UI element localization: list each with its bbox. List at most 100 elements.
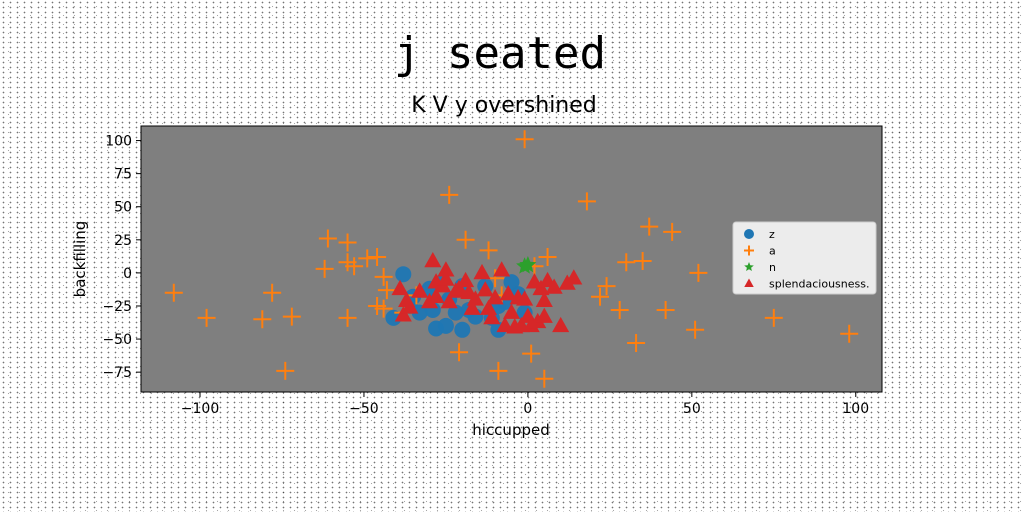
data-point xyxy=(411,304,428,321)
data-point xyxy=(437,261,455,277)
x-tick-label: 50 xyxy=(683,401,701,417)
data-point xyxy=(479,241,498,260)
data-point xyxy=(440,185,459,204)
data-point xyxy=(532,279,550,296)
data-point xyxy=(535,369,554,388)
data-point xyxy=(617,253,636,272)
data-point xyxy=(374,299,393,318)
data-point xyxy=(535,291,553,307)
data-point xyxy=(503,274,520,291)
data-point xyxy=(358,249,377,268)
data-point xyxy=(411,282,429,298)
data-point xyxy=(440,293,458,309)
data-point xyxy=(764,308,783,327)
data-point xyxy=(394,306,412,322)
data-point xyxy=(565,269,583,285)
data-point xyxy=(374,267,393,286)
data-point xyxy=(515,130,534,149)
data-point xyxy=(516,290,534,306)
y-tick-label: 25 xyxy=(114,233,132,249)
data-points xyxy=(164,130,859,388)
data-point xyxy=(463,299,481,315)
data-point xyxy=(502,303,521,319)
axis-ticks: −100 −50 0 50 100 −75 −50 −25 0 25 50 75 100 xyxy=(102,134,869,417)
data-point xyxy=(457,271,475,288)
y-tick-label: 100 xyxy=(105,134,132,150)
data-point xyxy=(493,261,511,277)
data-point xyxy=(483,308,501,325)
x-axis-label: hiccupped xyxy=(472,421,549,439)
data-point xyxy=(840,324,859,343)
legend-label: n xyxy=(769,261,776,274)
data-point xyxy=(447,304,464,321)
data-point xyxy=(318,229,337,248)
data-point xyxy=(689,263,708,282)
data-point xyxy=(591,287,610,306)
data-point xyxy=(535,307,553,323)
data-point xyxy=(338,233,357,252)
x-tick-label: −100 xyxy=(181,401,219,417)
legend-label: a xyxy=(769,245,776,258)
y-tick-label: 75 xyxy=(114,167,132,183)
legend-marker xyxy=(744,278,754,287)
y-tick-label: −75 xyxy=(102,365,132,381)
data-point xyxy=(401,298,419,314)
data-point xyxy=(633,251,652,270)
data-point xyxy=(476,281,494,297)
data-point xyxy=(368,248,387,267)
data-point xyxy=(686,320,705,339)
legend-label: splendaciousness. xyxy=(769,278,869,291)
data-point xyxy=(338,308,357,327)
legend-marker xyxy=(744,262,754,271)
data-point xyxy=(345,257,364,276)
data-point xyxy=(577,192,596,211)
data-point xyxy=(164,283,183,302)
data-point xyxy=(315,259,334,278)
data-point xyxy=(395,266,412,283)
data-point xyxy=(276,361,295,380)
data-point xyxy=(420,293,439,309)
data-point xyxy=(437,317,454,334)
y-tick-label: −25 xyxy=(102,299,132,315)
legend-marker xyxy=(744,229,754,239)
data-point xyxy=(473,263,491,280)
data-point xyxy=(656,300,675,319)
data-point xyxy=(538,248,557,267)
legend: zan splendaciousness. xyxy=(732,221,877,295)
data-point xyxy=(450,279,468,296)
data-point xyxy=(253,310,272,329)
data-point xyxy=(663,222,682,241)
legend-label: z xyxy=(769,228,775,241)
chart-title: j seated xyxy=(394,28,606,79)
legend-box xyxy=(732,221,877,295)
data-point xyxy=(545,278,563,294)
data-point xyxy=(519,256,537,273)
legend-marker xyxy=(744,245,754,256)
data-point xyxy=(263,283,282,302)
y-tick-label: −50 xyxy=(102,332,132,348)
y-axis-label: backfilling xyxy=(71,221,89,298)
data-point xyxy=(437,270,455,286)
data-point xyxy=(377,281,396,300)
data-point xyxy=(522,316,540,333)
data-point xyxy=(282,307,301,326)
y-tick-label: 50 xyxy=(114,200,132,216)
data-point xyxy=(450,343,469,362)
data-point xyxy=(385,309,402,326)
data-point xyxy=(522,344,541,363)
data-point xyxy=(610,300,629,319)
data-point xyxy=(197,308,216,327)
data-point xyxy=(456,230,475,249)
chart-subtitle: K V y overshined xyxy=(411,93,597,118)
data-point xyxy=(597,277,616,296)
data-point xyxy=(454,321,471,338)
data-point xyxy=(552,316,570,333)
data-point xyxy=(486,289,504,305)
x-tick-label: 100 xyxy=(842,401,869,417)
data-point xyxy=(499,285,517,301)
data-point xyxy=(640,217,659,236)
x-tick-label: −50 xyxy=(349,401,379,417)
data-point xyxy=(489,361,508,380)
data-point xyxy=(391,279,409,296)
